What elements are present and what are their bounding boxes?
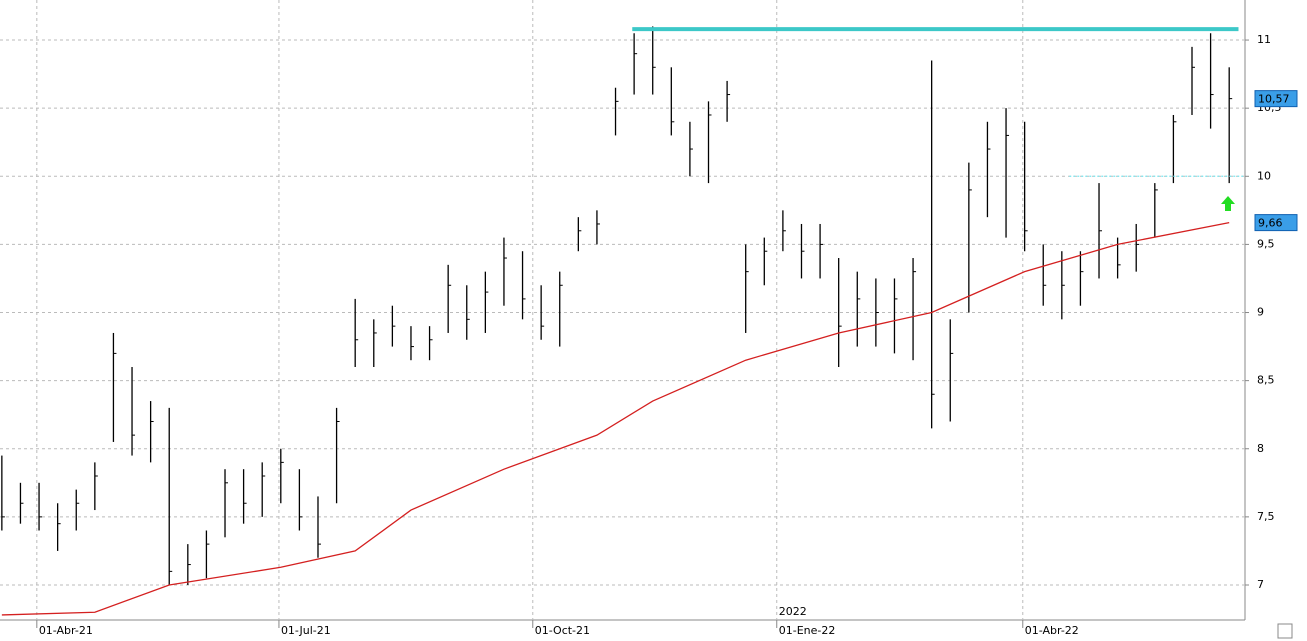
year-label: 2022 [779,605,807,618]
price-label: 9,66 [1258,217,1283,230]
up-arrow [1221,196,1235,211]
moving-average [1,221,1230,616]
x-tick-label: 01-Abr-22 [1025,624,1079,637]
price-label-box [1254,214,1298,232]
y-tick-label: 10 [1257,169,1271,182]
y-tick-label: 11 [1257,33,1271,46]
x-tick-label: 01-Abr-21 [39,624,93,637]
y-tick-label: 9,5 [1257,237,1275,250]
price-label: 10,57 [1258,93,1290,106]
x-tick-label: 01-Ene-22 [779,624,836,637]
x-tick-label: 01-Jul-21 [281,624,331,637]
y-tick-label: 7,5 [1257,510,1275,523]
y-tick-label: 8,5 [1257,374,1275,387]
y-tick-label: 8 [1257,442,1264,455]
y-tick-label: 7 [1257,578,1264,591]
y-tick-label: 9 [1257,306,1264,319]
price-label-box [1254,90,1298,108]
settings-icon[interactable] [1277,623,1293,639]
x-tick-label: 01-Oct-21 [535,624,590,637]
